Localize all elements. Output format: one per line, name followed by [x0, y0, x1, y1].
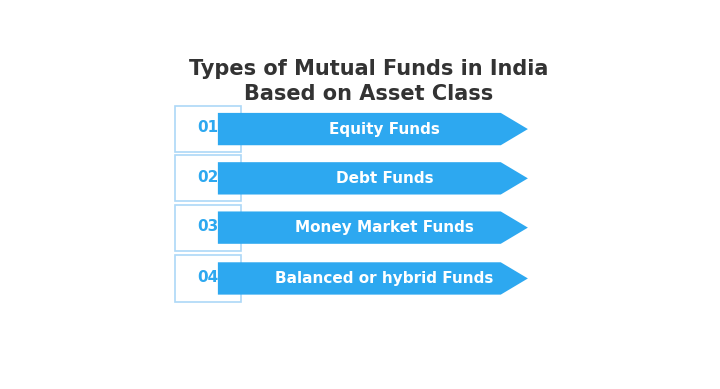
Text: 01: 01	[197, 121, 219, 135]
Text: 02: 02	[197, 170, 219, 185]
FancyBboxPatch shape	[175, 255, 241, 301]
FancyBboxPatch shape	[175, 155, 241, 202]
Text: Debt Funds: Debt Funds	[336, 171, 433, 186]
Polygon shape	[218, 162, 528, 194]
Polygon shape	[218, 262, 528, 294]
FancyBboxPatch shape	[175, 205, 241, 251]
Text: Equity Funds: Equity Funds	[329, 122, 440, 137]
Text: 04: 04	[197, 270, 219, 285]
Text: Money Market Funds: Money Market Funds	[295, 220, 474, 235]
Text: Balanced or hybrid Funds: Balanced or hybrid Funds	[275, 271, 494, 286]
Polygon shape	[218, 113, 528, 145]
Text: Types of Mutual Funds in India: Types of Mutual Funds in India	[189, 59, 549, 79]
FancyBboxPatch shape	[175, 106, 241, 152]
Polygon shape	[218, 212, 528, 244]
Text: 03: 03	[197, 219, 219, 234]
Text: Based on Asset Class: Based on Asset Class	[244, 84, 494, 103]
